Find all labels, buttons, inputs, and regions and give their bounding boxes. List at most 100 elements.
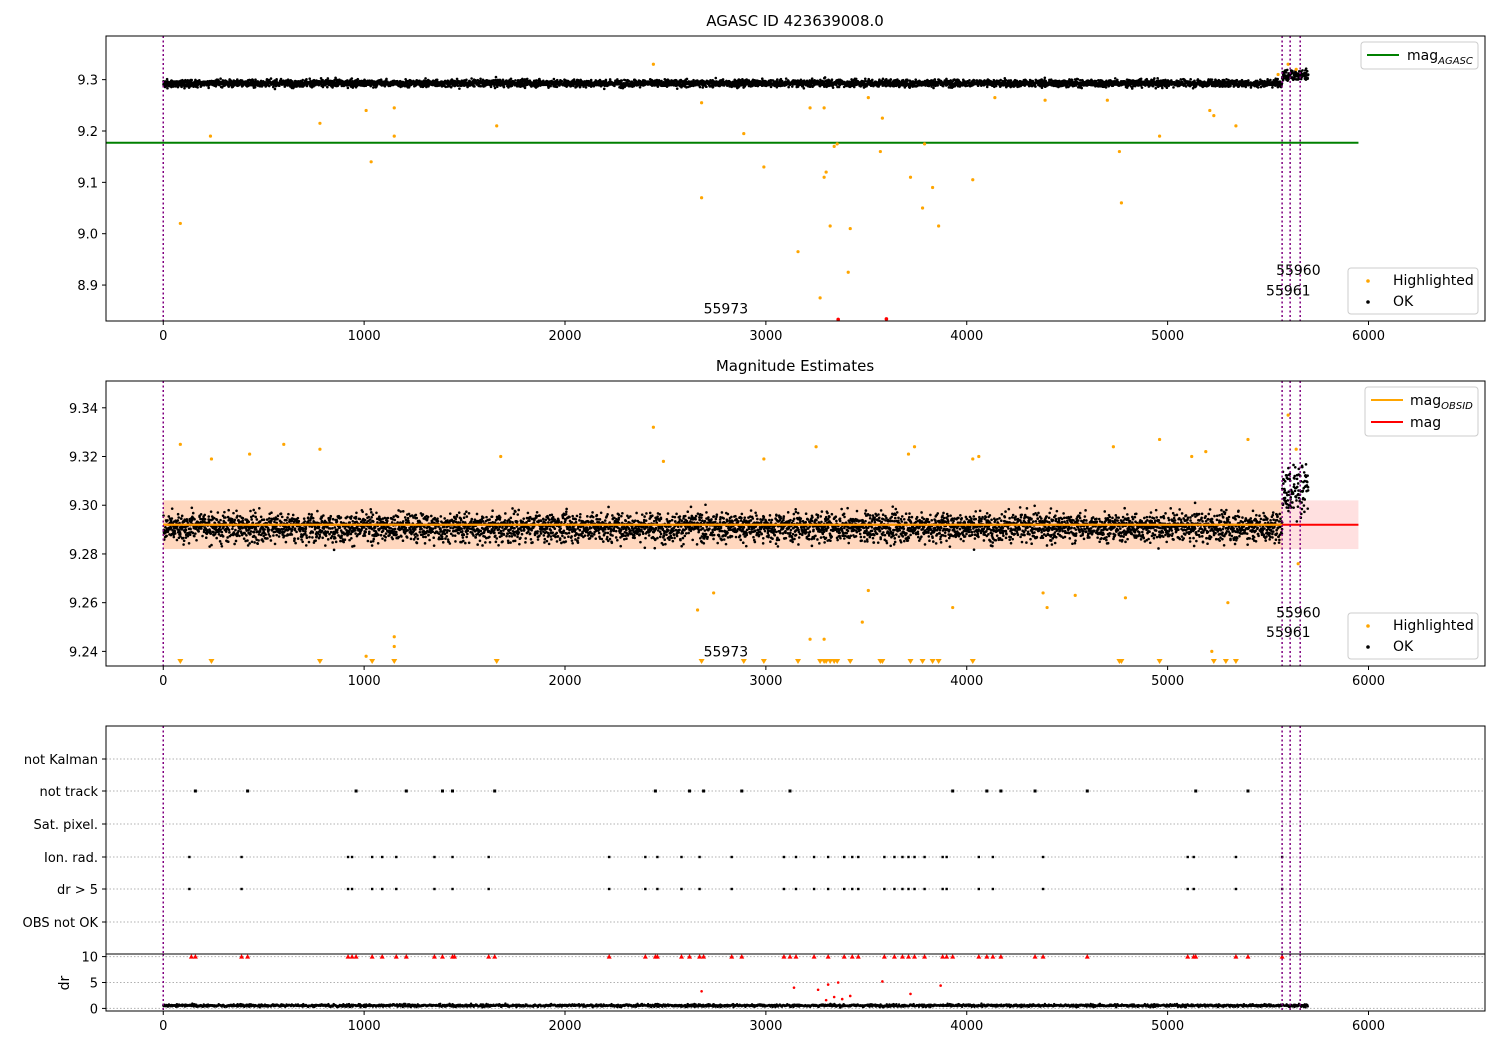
- ok-point: [1154, 86, 1158, 90]
- ok-point: [308, 77, 311, 80]
- ok-point: [493, 84, 496, 88]
- ok-point: [685, 77, 689, 81]
- ok-point: [279, 77, 283, 81]
- ok-point: [1104, 86, 1108, 89]
- ok-point: [489, 85, 493, 89]
- ok-point: [714, 76, 718, 80]
- ok-point: [701, 86, 705, 89]
- ok-point: [190, 78, 194, 82]
- ok-point: [775, 78, 779, 81]
- ok-point: [705, 85, 708, 89]
- ok-point: [1247, 79, 1250, 82]
- ok-point: [383, 84, 387, 88]
- ok-point: [698, 85, 702, 89]
- ok-point: [854, 77, 858, 81]
- ok-point: [301, 78, 305, 82]
- ok-point: [269, 77, 273, 80]
- ok-point: [333, 78, 336, 82]
- ok-point: [999, 78, 1002, 82]
- ok-point: [458, 87, 461, 90]
- ok-point: [275, 79, 278, 83]
- ok-point: [775, 85, 779, 89]
- ok-point: [473, 85, 476, 88]
- ok-point: [889, 78, 893, 81]
- ok-point: [424, 77, 427, 80]
- panel-agasc-title: AGASC ID 423639008.0: [706, 12, 884, 30]
- ok-point: [523, 86, 527, 90]
- ok-point: [796, 85, 800, 88]
- ok-point: [1043, 76, 1047, 80]
- ok-point: [267, 84, 271, 88]
- ok-point: [196, 86, 199, 89]
- ok-point: [456, 84, 460, 88]
- ok-point: [1009, 79, 1013, 82]
- ok-point: [166, 86, 169, 90]
- ok-point: [656, 85, 660, 88]
- ok-point: [1256, 86, 1260, 89]
- ok-point: [449, 85, 453, 89]
- ok-point: [510, 84, 514, 88]
- ok-point: [1080, 86, 1084, 90]
- ok-point: [165, 77, 169, 81]
- ok-point: [634, 79, 638, 82]
- ok-point: [1034, 85, 1037, 88]
- ok-point: [831, 86, 835, 89]
- ok-point: [379, 78, 383, 81]
- ok-point: [790, 85, 794, 88]
- ok-point: [810, 77, 814, 80]
- ok-point: [186, 79, 190, 82]
- ok-point: [479, 84, 483, 88]
- ok-point: [326, 77, 330, 80]
- ok-point: [822, 85, 826, 88]
- panel-agasc-plot-area: [106, 36, 1359, 321]
- ok-point: [602, 87, 606, 91]
- ok-point: [261, 84, 264, 88]
- ok-point: [1113, 77, 1117, 80]
- ok-point: [787, 85, 790, 89]
- ok-point: [1139, 77, 1143, 81]
- ok-point: [932, 86, 935, 90]
- panel-agasc: AGASC ID 423639008.0 8.99.09.19.29.3 0 10…: [77, 12, 1486, 344]
- ok-point: [326, 85, 329, 89]
- ok-point: [493, 86, 497, 90]
- ok-point: [584, 86, 588, 89]
- ok-point: [465, 78, 468, 82]
- ok-point: [1153, 77, 1156, 80]
- ok-point: [914, 78, 918, 82]
- ok-point: [624, 79, 627, 82]
- ok-point: [799, 78, 803, 82]
- ok-point: [369, 84, 372, 88]
- ok-point: [1210, 78, 1214, 81]
- ok-point: [356, 77, 360, 81]
- ok-point: [721, 78, 725, 81]
- ok-point: [525, 77, 529, 81]
- ok-point: [830, 78, 834, 81]
- ok-point: [385, 77, 388, 81]
- ok-point: [1172, 86, 1175, 89]
- ok-point: [769, 85, 773, 89]
- ok-point: [1179, 78, 1183, 81]
- ok-point: [321, 78, 324, 82]
- ok-point: [273, 87, 277, 91]
- ok-point: [560, 79, 564, 83]
- ok-point: [514, 79, 517, 82]
- ok-point: [760, 77, 764, 81]
- ok-point: [802, 86, 806, 90]
- ok-point: [589, 78, 593, 82]
- ok-point: [675, 87, 679, 90]
- ok-point: [779, 77, 783, 81]
- ok-point: [509, 77, 513, 81]
- ok-point: [495, 81, 498, 84]
- ok-point: [227, 85, 231, 88]
- ok-point: [1189, 78, 1192, 81]
- ok-point: [709, 78, 712, 82]
- ok-point: [275, 77, 278, 81]
- ok-point: [1076, 77, 1080, 81]
- ok-point: [236, 78, 239, 81]
- ok-point: [198, 78, 201, 82]
- ok-point: [660, 79, 663, 83]
- ok-point: [549, 84, 552, 88]
- ok-point: [271, 85, 275, 89]
- ok-point: [870, 78, 874, 82]
